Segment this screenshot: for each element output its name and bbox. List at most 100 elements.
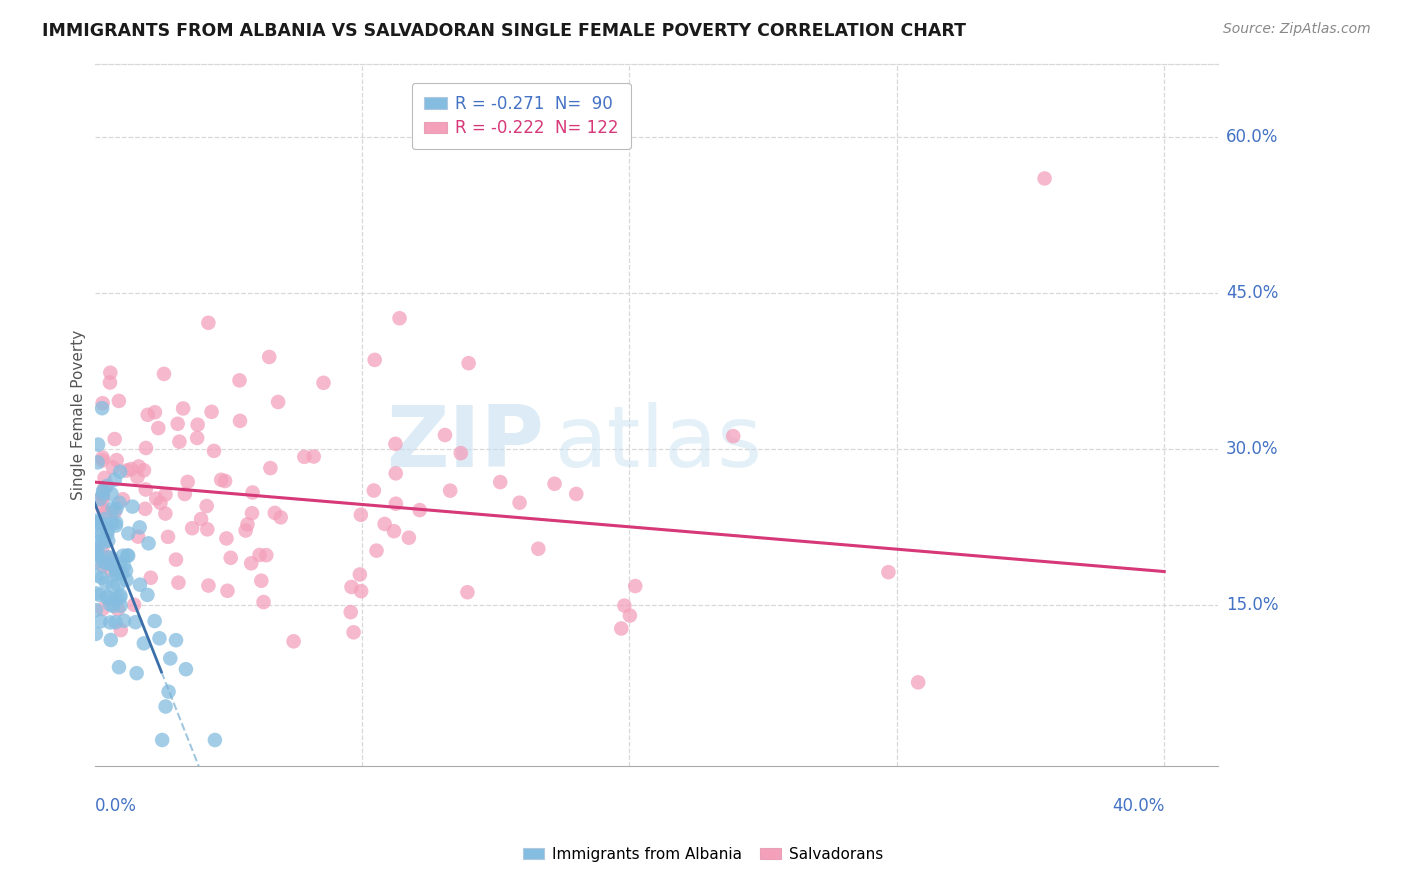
Point	[283, 634, 305, 648]
Point	[120, 462, 142, 476]
Point	[91, 396, 114, 410]
Point	[86, 455, 108, 469]
Point	[97, 533, 120, 548]
Point	[187, 417, 209, 432]
Point	[90, 571, 112, 585]
Point	[84, 627, 107, 641]
Point	[101, 551, 124, 566]
Text: 40.0%: 40.0%	[1112, 797, 1164, 814]
Point	[97, 591, 120, 605]
Point	[138, 536, 160, 550]
Point	[89, 588, 111, 602]
Point	[100, 487, 122, 501]
Point	[157, 684, 180, 698]
Point	[91, 486, 114, 500]
Point	[108, 496, 131, 510]
Point	[121, 500, 143, 514]
Point	[613, 599, 636, 613]
Point	[104, 562, 127, 576]
Point	[105, 566, 128, 581]
Point	[134, 501, 156, 516]
Point	[90, 525, 112, 540]
Point	[105, 516, 128, 530]
Point	[398, 531, 420, 545]
Point	[129, 577, 152, 591]
Point	[107, 578, 129, 592]
Point	[186, 431, 208, 445]
Point	[98, 376, 121, 390]
Point	[252, 595, 274, 609]
Point	[110, 588, 132, 602]
Point	[84, 603, 107, 617]
Point	[91, 535, 114, 549]
Point	[98, 563, 121, 577]
Point	[101, 501, 124, 516]
Point	[209, 473, 232, 487]
Point	[409, 503, 432, 517]
Point	[200, 405, 222, 419]
Point	[101, 579, 124, 593]
Point	[155, 699, 177, 714]
Point	[89, 516, 111, 530]
Point	[366, 543, 388, 558]
Point	[117, 549, 139, 563]
Point	[433, 428, 456, 442]
Point	[117, 526, 139, 541]
Point	[112, 614, 135, 628]
Point	[139, 571, 162, 585]
Point	[125, 666, 148, 681]
Point	[250, 574, 273, 588]
Point	[84, 555, 107, 569]
Text: 0.0%: 0.0%	[94, 797, 136, 814]
Point	[135, 441, 157, 455]
Point	[87, 546, 110, 560]
Point	[110, 557, 132, 571]
Point	[90, 615, 112, 629]
Point	[450, 446, 472, 460]
Point	[249, 548, 271, 562]
Point	[86, 516, 108, 530]
Point	[340, 580, 363, 594]
Point	[108, 660, 131, 674]
Point	[86, 568, 108, 582]
Point	[292, 450, 315, 464]
Point	[215, 532, 238, 546]
Text: 15.0%: 15.0%	[1226, 596, 1278, 614]
Legend: R = -0.271  N=  90, R = -0.222  N= 122: R = -0.271 N= 90, R = -0.222 N= 122	[412, 83, 631, 149]
Point	[877, 565, 900, 579]
Point	[110, 623, 132, 637]
Point	[143, 405, 166, 419]
Point	[93, 471, 115, 485]
Point	[195, 522, 218, 536]
Y-axis label: Single Female Poverty: Single Female Poverty	[72, 330, 86, 500]
Text: Source: ZipAtlas.com: Source: ZipAtlas.com	[1223, 22, 1371, 37]
Point	[84, 516, 107, 531]
Point	[155, 507, 177, 521]
Point	[97, 550, 120, 565]
Point	[214, 474, 236, 488]
Point	[228, 373, 250, 387]
Point	[111, 549, 134, 563]
Point	[363, 483, 385, 498]
Point	[101, 599, 124, 613]
Point	[94, 557, 117, 571]
Point	[101, 516, 124, 530]
Point	[136, 588, 159, 602]
Point	[190, 512, 212, 526]
Point	[157, 530, 180, 544]
Point	[111, 492, 134, 507]
Point	[91, 453, 114, 467]
Point	[104, 432, 127, 446]
Point	[104, 473, 127, 487]
Point	[84, 543, 107, 558]
Point	[100, 632, 122, 647]
Point	[363, 352, 385, 367]
Point	[93, 555, 115, 569]
Point	[112, 559, 135, 574]
Point	[104, 518, 127, 533]
Point	[100, 558, 122, 572]
Point	[108, 393, 131, 408]
Point	[610, 622, 633, 636]
Point	[91, 492, 114, 507]
Point	[104, 615, 127, 630]
